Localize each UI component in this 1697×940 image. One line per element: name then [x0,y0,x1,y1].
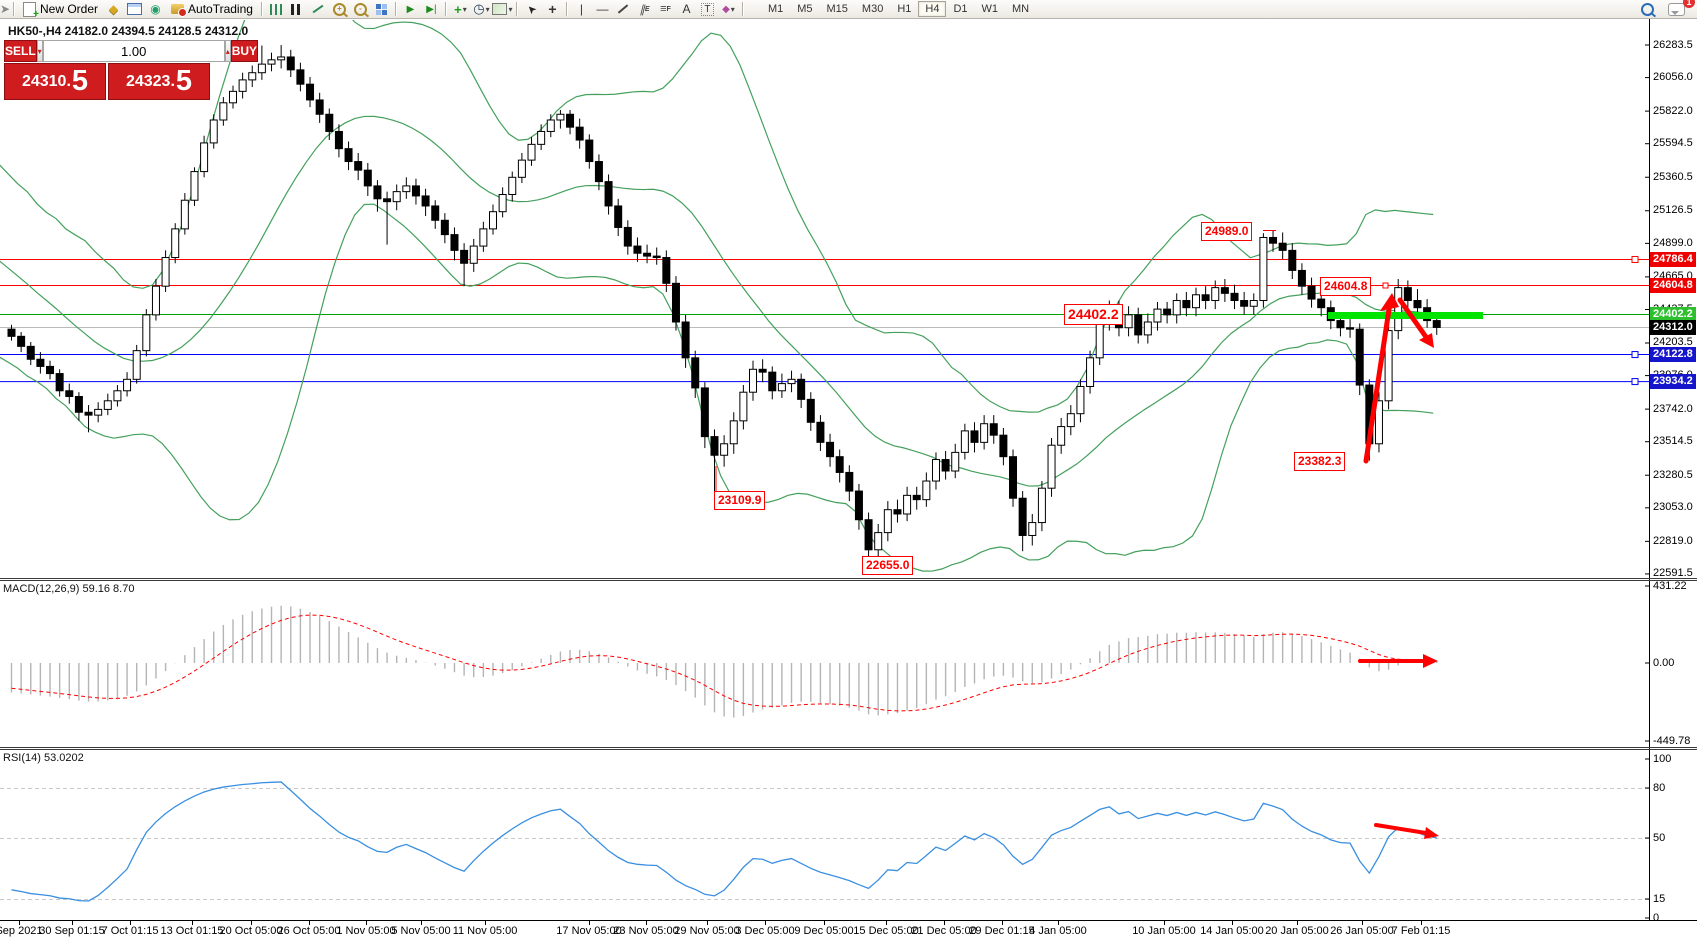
timeframe-row: M1 M5 M15 M30 H1 H4 D1 W1 MN [761,1,1036,17]
macd-indicator-label: MACD(12,26,9) 59.16 8.70 [3,583,135,595]
step-forward-icon[interactable]: ▶| [426,3,437,15]
toolbar-separator [13,2,15,16]
line-chart-icon[interactable] [308,0,329,18]
timeframe-M1[interactable]: M1 [761,1,790,17]
strategy-test-icon[interactable]: ▶ [406,3,415,15]
volume-increase-button[interactable]: ▴ [224,40,231,62]
buy-price-main: 24323. [125,72,175,90]
market-watch-icon[interactable]: ◆ [108,2,119,16]
add-indicator-icon[interactable]: + ▾ [454,1,467,17]
sell-price-button[interactable]: 24310. 5 [4,63,106,100]
toolbar: ➤ + New Order ◆ ◉ AutoTrading + - ▶ ▶| +… [0,0,1697,20]
sell-price-pip: 5 [71,65,89,97]
timeframe-MN[interactable]: MN [1005,1,1036,17]
timeframe-M30[interactable]: M30 [855,1,890,17]
toolbar-separator [565,2,568,16]
buy-price-pip: 5 [175,65,193,97]
bar-chart-icon[interactable] [266,0,287,18]
zoom-in-icon[interactable]: + [329,0,350,18]
new-chart-icon[interactable] [124,0,145,18]
volume-input[interactable] [42,40,225,62]
toolbar-right-group: 1 [1637,0,1695,18]
volume-decrease-button[interactable]: ▾ [36,40,43,62]
equidistant-channel-icon[interactable]: ∥ E [639,3,650,16]
toolbar-separator [741,2,744,16]
zoom-out-icon[interactable]: - [350,0,371,18]
new-order-button[interactable]: + New Order [18,0,103,20]
templates-icon[interactable]: ▾ [492,0,513,18]
candlestick-chart-icon[interactable] [287,0,308,18]
horizontal-line-icon[interactable]: — [596,2,609,16]
sell-button[interactable]: SELL [4,40,37,62]
toolbar-separator [444,2,447,16]
tile-windows-icon[interactable] [371,0,392,18]
chart-title: HK50-,H4 24182.0 24394.5 24128.5 24312.0 [8,24,249,38]
new-order-icon: + [23,1,39,20]
cursor-icon[interactable]: ➤ [524,1,540,17]
notification-badge: 1 [1683,0,1695,8]
toolbar-separator [260,2,263,16]
autotrading-label: AutoTrading [188,2,253,16]
arrows-shapes-icon[interactable]: ◆ ▾ [722,3,735,15]
periods-clock-icon[interactable]: ◷ ▾ [473,1,490,16]
autotrading-icon [171,4,188,17]
fibonacci-icon[interactable]: ≡ F [660,3,671,15]
one-click-trading-panel: SELL ▾ ▴ BUY 24310.5 24323.5 [4,40,259,100]
buy-price-button[interactable]: 24323. 5 [108,63,210,100]
text-label-icon[interactable]: T [697,0,718,18]
search-icon[interactable] [1637,0,1658,18]
clipped-icon[interactable]: ➤ [0,2,10,16]
timeframe-H4[interactable]: H4 [918,1,947,17]
trendline-icon[interactable] [613,0,634,18]
rsi-indicator-label: RSI(14) 53.0202 [3,752,84,764]
timeframe-H1[interactable]: H1 [890,1,918,17]
timeframe-M15[interactable]: M15 [820,1,855,17]
timeframe-W1[interactable]: W1 [975,1,1006,17]
chat-icon[interactable]: 1 [1666,0,1695,18]
timeframe-M5[interactable]: M5 [790,1,819,17]
toolbar-separator [515,2,518,16]
text-icon[interactable]: A [682,2,691,16]
sell-price-main: 24310. [21,72,71,90]
crosshair-icon[interactable]: + [548,1,557,17]
new-order-label: New Order [40,2,99,16]
toolbar-separator [394,2,397,16]
autotrading-button[interactable]: AutoTrading [166,0,258,18]
buy-button[interactable]: BUY [230,40,259,62]
vertical-line-icon[interactable]: | [579,2,584,16]
signals-icon[interactable]: ◉ [150,2,161,16]
timeframe-D1[interactable]: D1 [946,1,974,17]
